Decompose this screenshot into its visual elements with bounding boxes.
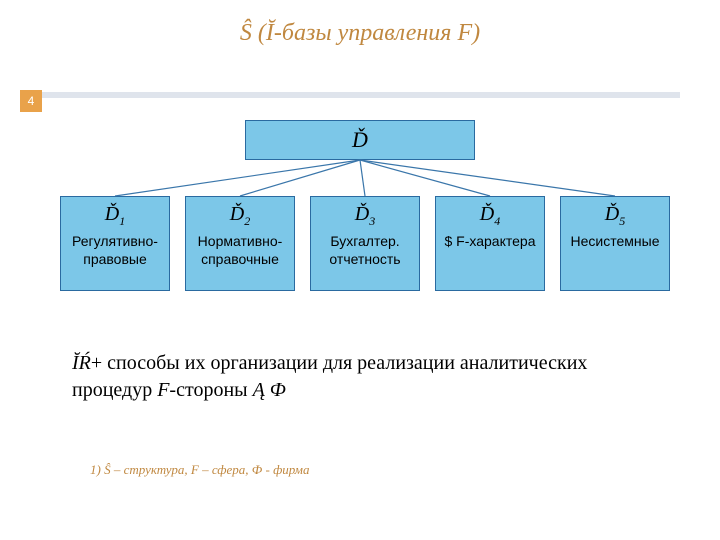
child-node-5: Ď5 Несистемные (560, 196, 670, 291)
child-label: Регулятивно-правовые (65, 233, 165, 268)
page-number: 4 (28, 94, 35, 108)
child-node-4: Ď4 $ F-характера (435, 196, 545, 291)
child-label: Несистемные (565, 233, 665, 251)
root-node: Ď (245, 120, 475, 160)
child-label: Нормативно-справочные (190, 233, 290, 268)
child-label: Бухгалтер. отчетность (315, 233, 415, 268)
child-label: $ F-характера (440, 233, 540, 251)
child-symbol: Ď3 (315, 203, 415, 229)
body-p3: F- (157, 379, 176, 401)
child-symbol: Ď2 (190, 203, 290, 229)
divider-stripe (40, 92, 680, 98)
slide-title: Ŝ (Ĭ-базы управления F) (0, 20, 720, 47)
title-p3: базы управления (282, 20, 458, 46)
title-p2: Ĭ- (266, 20, 282, 46)
child-node-3: Ď3 Бухгалтер. отчетность (310, 196, 420, 291)
title-p4: F) (457, 20, 480, 46)
root-node-label: Ď (352, 127, 368, 153)
body-p2: + способы их организации для реализации … (72, 352, 587, 401)
body-paragraph: ĬŔ+ способы их организации для реализаци… (72, 350, 652, 404)
child-symbol: Ď1 (65, 203, 165, 229)
child-symbol: Ď4 (440, 203, 540, 229)
child-node-1: Ď1 Регулятивно-правовые (60, 196, 170, 291)
page-number-badge: 4 (20, 90, 42, 112)
body-p1: ĬŔ (72, 352, 91, 374)
footnote: 1) Ŝ – структура, F – сфера, Ф - фирма (90, 462, 309, 478)
child-symbol: Ď5 (565, 203, 665, 229)
child-node-2: Ď2 Нормативно-справочные (185, 196, 295, 291)
body-p4: стороны (176, 379, 253, 401)
title-p1: Ŝ ( (240, 20, 266, 46)
body-p5: Ą Ф (253, 379, 286, 401)
